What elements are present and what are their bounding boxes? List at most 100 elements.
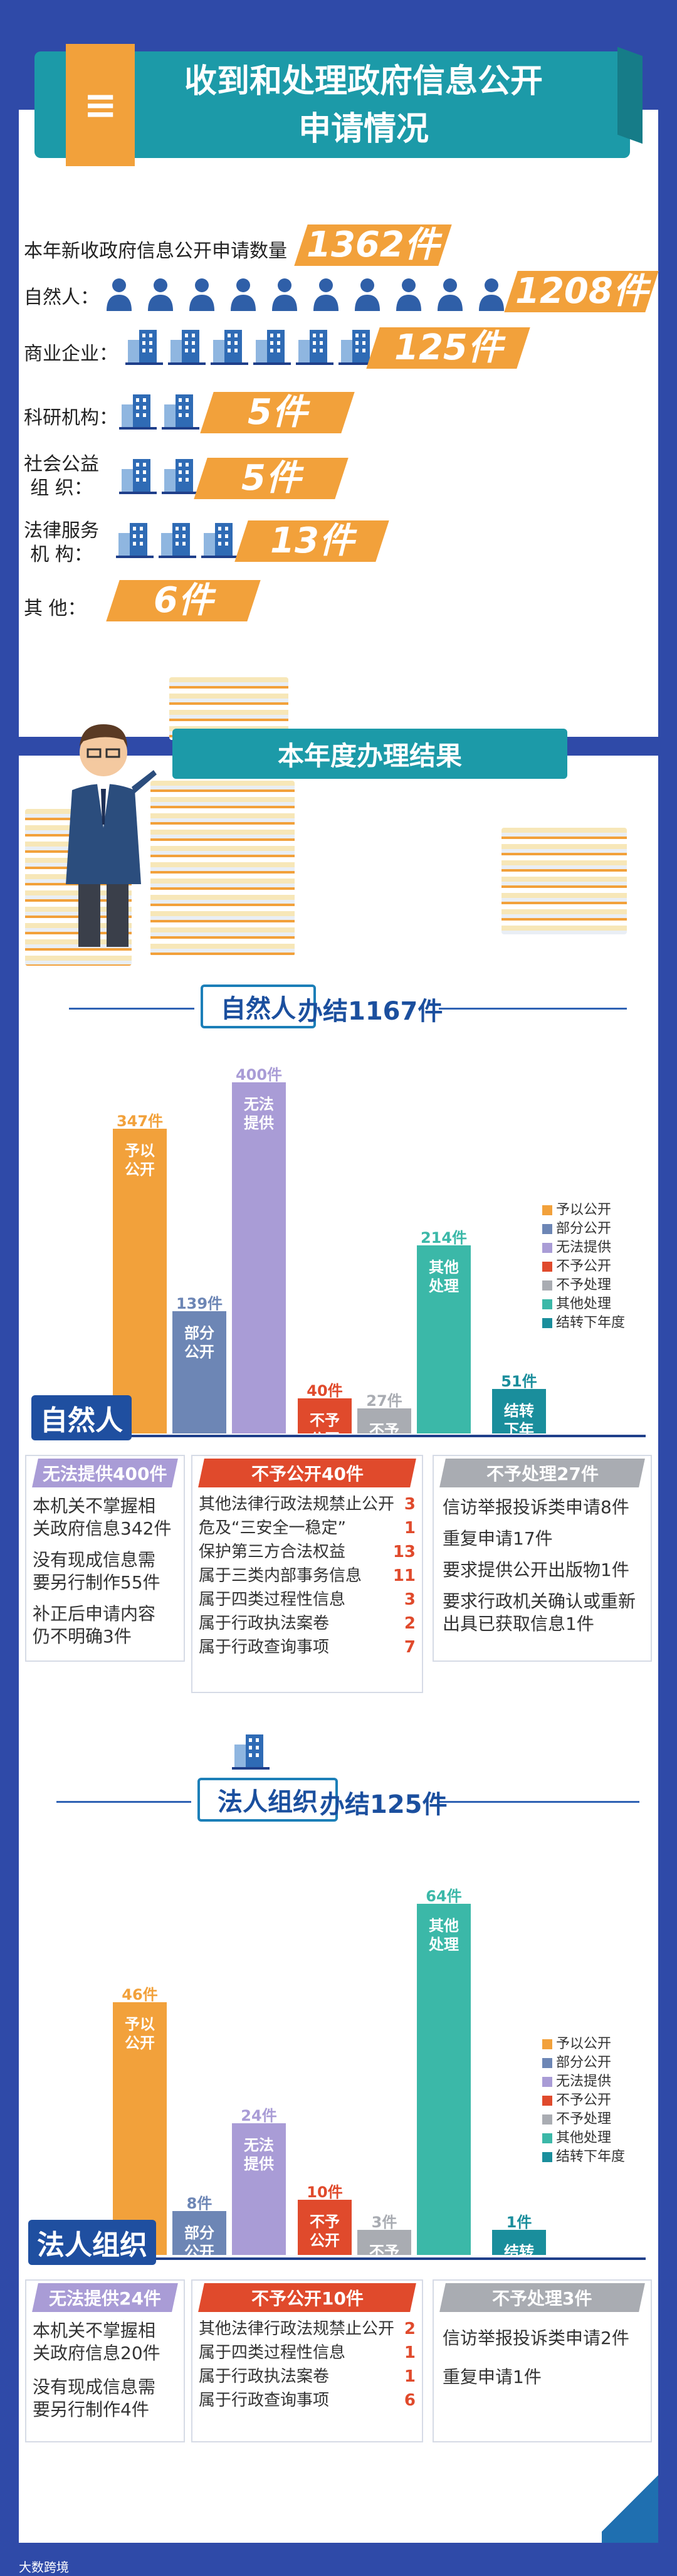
legend-label: 部分公开 [556, 1221, 612, 1237]
bar-value: 27件 [366, 1392, 402, 1410]
box-text: 关政府信息342件 [33, 1518, 172, 1539]
bar-label: 部分公开 [184, 1324, 214, 1361]
legend-label: 予以公开 [556, 2036, 612, 2052]
bar-label: 不予公开 [310, 2213, 340, 2249]
detail-row-count: 3 [404, 1495, 416, 1514]
detail-row: 保护第三方合法权益 13 [199, 1540, 416, 1564]
bar-value: 46件 [122, 1986, 158, 2003]
person-icon [395, 277, 422, 311]
legend-swatch [542, 1280, 552, 1291]
chart-bar: 不予公开 [298, 1398, 352, 1448]
legend-swatch [542, 2096, 552, 2106]
detail-row-label: 属于三类内部事务信息 [199, 1566, 362, 1585]
chart-bar: 予以公开 [113, 2002, 167, 2255]
detail-row: 属于行政执法案卷 1 [199, 2365, 416, 2389]
section-line-right [439, 1801, 639, 1803]
legend-item: 不予公开 [542, 1257, 661, 1276]
bar-label: 其他处理 [429, 1259, 459, 1295]
bar-value: 1件 [506, 2214, 532, 2231]
natural-entity-label: 自然人 [31, 1395, 132, 1440]
detail-row-count: 1 [404, 1519, 416, 1538]
legend-item: 无法提供 [542, 2072, 661, 2091]
legend-item: 不予处理 [542, 2110, 661, 2129]
legal-entity-label: 法人组织 [28, 2220, 156, 2265]
natural-box-not-processed: 不予处理27件 信访举报投诉类申请8件 重复申请17件 要求提供公开出版物1件 … [433, 1455, 652, 1662]
box-text: 没有现成信息需 [33, 1549, 156, 1570]
person-icon [229, 277, 257, 311]
legend-label: 结转下年度 [556, 2149, 626, 2165]
detail-row-label: 属于行政查询事项 [199, 1638, 330, 1657]
bar-value: 40件 [307, 1382, 343, 1400]
building-icon [338, 327, 376, 365]
businessman-icon [66, 724, 157, 947]
other-badge: 6件 [106, 580, 261, 621]
chart-bar: 其他处理 [417, 1245, 471, 1433]
natural-legend: 予以公开 部分公开 无法提供 不予公开 不予处理 其他处理 结转下年度 [542, 1201, 661, 1333]
detail-row-count: 6 [404, 2391, 416, 2410]
social-label-line1: 社会公益 [24, 453, 99, 475]
box-text: 要求提供公开出版物1件 [443, 1560, 629, 1580]
box-text: 要另行制作55件 [33, 1572, 160, 1593]
detail-row-label: 其他法律行政法规禁止公开 [199, 2320, 395, 2338]
legal-badge: 13件 [234, 520, 389, 562]
legend-label: 不予公开 [556, 1259, 612, 1274]
building-icon [296, 327, 333, 365]
box-text: 关政府信息20件 [33, 2343, 160, 2363]
legend-swatch [542, 2133, 552, 2143]
natural-box-unavailable: 无法提供400件 本机关不掌握相 关政府信息342件 没有现成信息需 要另行制作… [25, 1455, 185, 1662]
natural-badge: 1208件 [504, 271, 659, 312]
legend-item: 结转下年度 [542, 2148, 661, 2167]
legend-item: 不予处理 [542, 1276, 661, 1295]
header-fold [617, 46, 643, 144]
bar-value: 347件 [116, 1112, 164, 1130]
chart-bar: 不予处理 [357, 2230, 411, 2279]
bar-label: 其他处理 [429, 1917, 459, 1953]
bar-label: 无法提供 [244, 1095, 274, 1132]
social-label-line2: 组 织： [30, 477, 93, 499]
legend-label: 其他处理 [556, 1296, 612, 1312]
bar-label: 不予公开 [310, 1412, 340, 1448]
legend-label: 不予公开 [556, 2093, 612, 2108]
detail-row-label: 属于行政查询事项 [199, 2391, 330, 2410]
research-label: 科研机构： [24, 407, 118, 429]
bar-value: 51件 [501, 1373, 537, 1390]
building-icon [116, 520, 154, 558]
bar-value: 139件 [176, 1295, 223, 1312]
detail-row: 危及“三安全一稳定” 1 [199, 1516, 416, 1540]
legal-box-unavailable: 无法提供24件 本机关不掌握相 关政府信息20件 没有现成信息需 要另行制作4件 [25, 2279, 185, 2442]
chart-bar: 部分公开 [172, 2211, 226, 2261]
natural-box-not-public: 不予公开40件 其他法律行政法规禁止公开 3 危及“三安全一稳定” 1 保护第三方合法权… [191, 1455, 423, 1693]
box-header: 不予公开10件 [198, 2283, 416, 2312]
person-icon [478, 277, 505, 311]
legend-label: 部分公开 [556, 2055, 612, 2071]
detail-row: 属于四类过程性信息 1 [199, 2341, 416, 2365]
total-label: 本年新收政府信息公开申请数量 [24, 240, 287, 262]
detail-row-count: 2 [404, 2320, 416, 2338]
box-text: 重复申请17件 [443, 1528, 553, 1549]
research-badge: 5件 [200, 392, 355, 433]
bar-value: 214件 [420, 1229, 468, 1247]
chart-bar: 结转下年度 [492, 2230, 546, 2298]
page-title: 收到和处理政府信息公开 申请情况 [144, 58, 583, 153]
legend-item: 予以公开 [542, 2035, 661, 2054]
detail-row-count: 2 [404, 1614, 416, 1633]
legal-chart: 予以公开 46件 部分公开 8件 无法提供 24件 不予公开 10件 不予处理 3件 其他处理 64件… [31, 1844, 658, 2298]
legal-section-sub: 办结125件 [320, 1790, 448, 1819]
legend-item: 其他处理 [542, 1295, 661, 1314]
building-icon [119, 392, 157, 430]
detail-row-label: 属于四类过程性信息 [199, 1590, 346, 1609]
box-header: 无法提供24件 [32, 2283, 178, 2312]
box-header: 无法提供400件 [32, 1459, 178, 1487]
legend-swatch [542, 1224, 552, 1234]
legal-building-icons [116, 520, 248, 561]
detail-row-count: 13 [392, 1543, 416, 1561]
box-text: 补正后申请内容 [33, 1603, 156, 1624]
person-icon [354, 277, 381, 311]
detail-row: 属于三类内部事务信息 11 [199, 1564, 416, 1588]
building-icon [119, 457, 157, 494]
bar-label: 部分公开 [184, 2224, 214, 2261]
detail-row: 属于行政执法案卷 2 [199, 1612, 416, 1635]
person-icon [147, 277, 174, 311]
box-text: 没有现成信息需 [33, 2377, 156, 2397]
page-corner-fold [602, 2464, 658, 2543]
